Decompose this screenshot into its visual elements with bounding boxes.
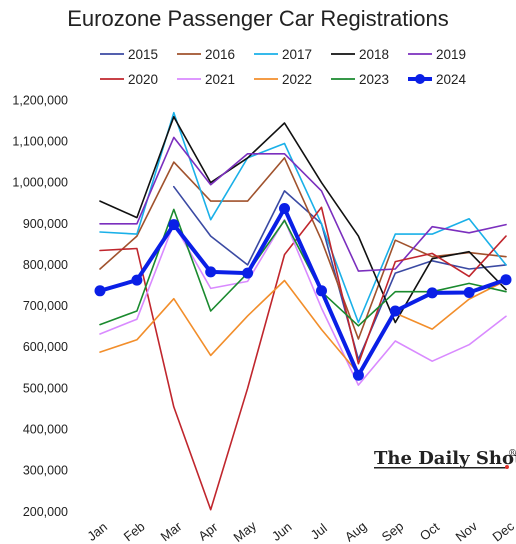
y-tick-label: 1,200,000 (12, 93, 68, 107)
watermark: The Daily Shot ® (374, 448, 516, 469)
watermark-text: The Daily Shot (374, 448, 516, 469)
legend-label-2018: 2018 (359, 47, 389, 62)
data-point-2024 (389, 305, 401, 317)
data-point-2024 (426, 287, 438, 299)
data-point-2024 (205, 266, 217, 278)
x-tick-label: Sep (379, 518, 406, 544)
y-axis: 200,000 300,000 400,000 500,000 600,000 700,0… (12, 93, 68, 519)
legend: 2015 2016 2017 2018 2019 2020 2021 2022 2023 2024 (100, 47, 467, 87)
x-tick-label: Apr (195, 519, 221, 544)
series-line-2022 (99, 279, 507, 375)
x-tick-label: Feb (121, 519, 148, 544)
data-point-2024 (500, 274, 512, 286)
legend-label-2017: 2017 (282, 47, 312, 62)
legend-label-2016: 2016 (205, 47, 235, 62)
chart-title: Eurozone Passenger Car Registrations (67, 6, 449, 31)
x-tick-label: May (231, 518, 260, 544)
series-line-2019 (99, 136, 507, 272)
legend-label-2022: 2022 (282, 72, 312, 87)
legend-label-2019: 2019 (436, 47, 466, 62)
x-tick-label: Nov (453, 518, 481, 544)
watermark-registered-mark: ® (508, 449, 516, 459)
series-line-2023 (99, 208, 507, 327)
legend-label-2024: 2024 (436, 72, 467, 87)
watermark-underline (374, 467, 506, 469)
y-tick-label: 800,000 (23, 258, 68, 272)
series-line-2024 (98, 206, 508, 378)
watermark-dot (505, 465, 509, 469)
x-tick-label: Aug (342, 518, 369, 544)
y-tick-label: 500,000 (23, 381, 68, 395)
data-point-2024 (463, 287, 475, 298)
x-tick-label: Jul (308, 520, 330, 542)
x-tick-label: Jan (84, 519, 110, 544)
x-tick-label: Oct (417, 519, 442, 544)
y-tick-label: 200,000 (23, 505, 68, 519)
y-tick-label: 700,000 (23, 299, 68, 313)
x-axis: Jan Feb Mar Apr May Jun Jul Aug Sep Oct Nov Dec (84, 518, 516, 544)
series-group (94, 111, 512, 511)
legend-label-2023: 2023 (359, 72, 389, 87)
y-tick-label: 1,000,000 (12, 176, 68, 190)
data-point-2024 (94, 285, 106, 297)
series-line-2016 (99, 157, 507, 340)
data-point-2024 (168, 219, 180, 231)
y-tick-label: 1,100,000 (12, 135, 68, 149)
x-tick-label: Dec (490, 518, 516, 544)
y-tick-label: 600,000 (23, 340, 68, 354)
data-point-2024 (352, 369, 364, 381)
legend-label-2015: 2015 (128, 47, 158, 62)
series-line-2021 (99, 218, 507, 386)
y-tick-label: 900,000 (23, 217, 68, 231)
legend-label-2020: 2020 (128, 72, 158, 87)
y-tick-label: 300,000 (23, 464, 68, 478)
x-tick-label: Mar (158, 518, 185, 544)
data-point-2024 (316, 285, 327, 297)
y-tick-label: 400,000 (23, 423, 68, 437)
x-tick-label: Jun (269, 519, 295, 544)
legend-label-2021: 2021 (205, 72, 235, 87)
data-point-2024 (242, 267, 254, 279)
series-line-2020 (99, 206, 507, 511)
legend-marker-2024 (415, 74, 425, 84)
data-point-2024 (279, 203, 290, 214)
data-point-2024 (131, 274, 143, 286)
